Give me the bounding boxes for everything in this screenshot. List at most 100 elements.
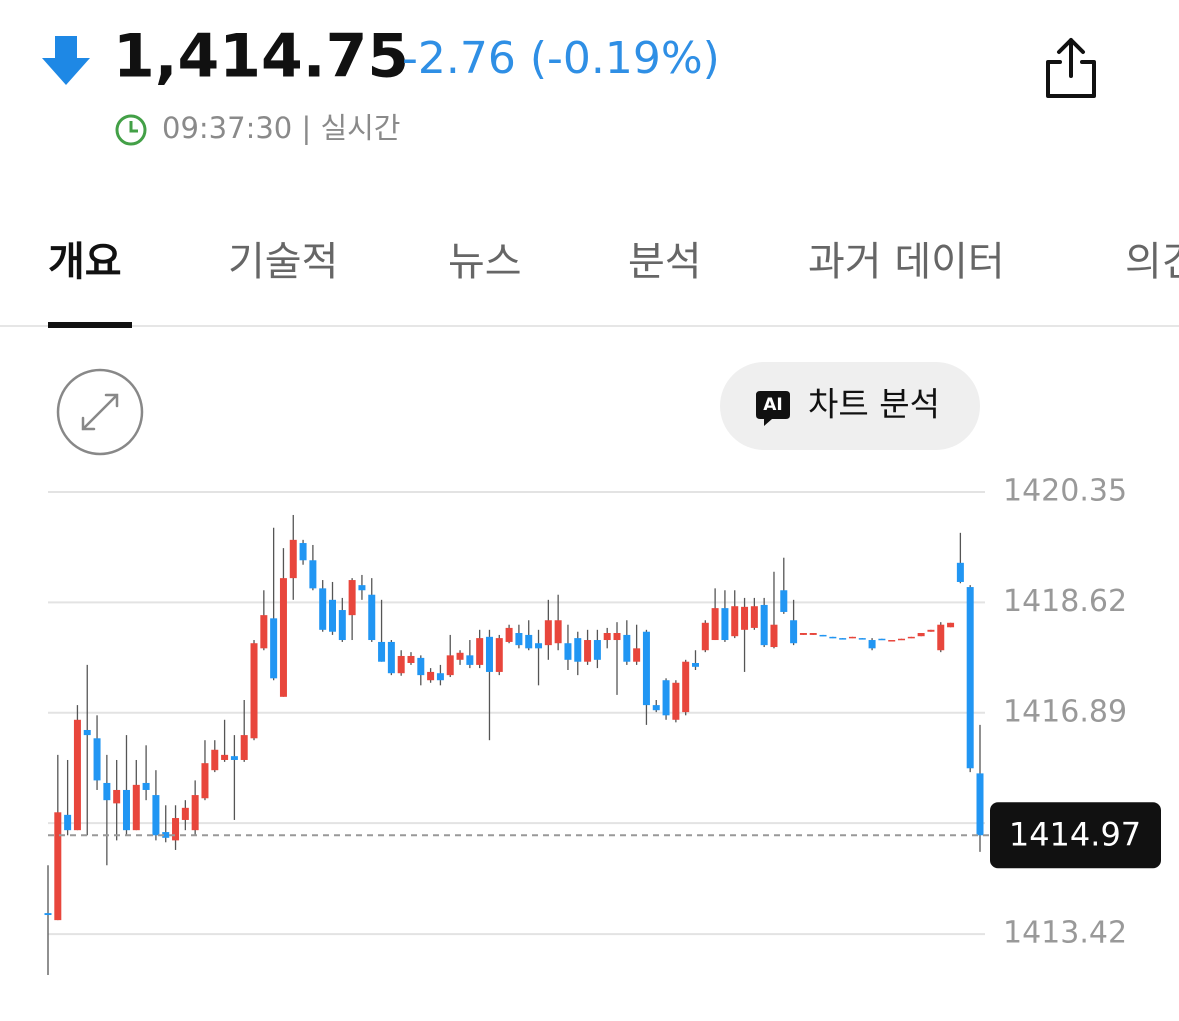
- candle-body: [662, 680, 670, 716]
- candle-body: [701, 622, 709, 651]
- candle-body: [142, 782, 150, 790]
- expand-button[interactable]: [56, 368, 144, 456]
- clock-hands: [129, 121, 138, 133]
- candle-body: [819, 634, 827, 637]
- candle-body: [338, 610, 346, 641]
- candle-body: [584, 640, 592, 662]
- candle-body: [976, 773, 984, 836]
- chart-analysis-button[interactable]: AI 차트 분석: [720, 362, 980, 450]
- candle-body: [299, 543, 307, 561]
- tab[interactable]: 개요: [48, 239, 122, 285]
- candle-body: [721, 608, 729, 641]
- candle-body: [691, 662, 699, 667]
- y-tick-label: 1418.62: [1003, 584, 1127, 619]
- candle-body: [848, 636, 856, 639]
- tabs: 개요 기술적 뉴스 분석 과거 데이터 의견: [0, 239, 1179, 328]
- candle-body: [515, 633, 523, 646]
- share-button[interactable]: [1046, 38, 1096, 98]
- candle-body: [564, 643, 572, 660]
- candle-body: [554, 620, 562, 644]
- price: 1,414.75: [113, 22, 409, 92]
- candle-body: [495, 638, 503, 672]
- candle-body: [839, 638, 847, 640]
- candle-body: [329, 599, 337, 632]
- candle-body: [623, 634, 631, 662]
- candle-body: [485, 636, 493, 672]
- candle-body: [446, 655, 454, 676]
- candle-body: [348, 580, 356, 616]
- candle-body: [152, 795, 160, 836]
- candle-body: [780, 590, 788, 612]
- candle-body: [535, 643, 543, 649]
- candle-body: [574, 638, 582, 662]
- y-tick-label: 1416.89: [1003, 694, 1127, 729]
- candle-body: [407, 655, 415, 663]
- candle-body: [790, 620, 798, 644]
- candle-body: [64, 814, 72, 831]
- candle-body: [956, 562, 964, 582]
- candle-body: [613, 633, 621, 641]
- candle-body: [132, 784, 140, 831]
- candle-body: [93, 738, 101, 781]
- button-bg: [720, 362, 980, 450]
- header: 1,414.75 -2.76 (-0.19%) 09:37:30 | 실시간: [42, 22, 1096, 146]
- candle-body: [191, 795, 199, 831]
- candle-body: [162, 832, 170, 838]
- candle-body: [770, 624, 778, 648]
- candle-body: [279, 578, 287, 697]
- clock-icon: [115, 114, 147, 146]
- down-arrow-icon: [42, 36, 90, 85]
- tab[interactable]: 뉴스: [448, 239, 522, 285]
- tab[interactable]: 과거 데이터: [808, 239, 1005, 285]
- candle-body: [201, 763, 209, 799]
- candle-body: [358, 585, 366, 591]
- candle-body: [809, 633, 817, 635]
- tab[interactable]: 기술적: [228, 239, 338, 285]
- candle-body: [417, 657, 425, 676]
- candle-body: [221, 754, 229, 760]
- tab[interactable]: 의견: [1125, 239, 1179, 285]
- candle-body: [289, 539, 297, 579]
- candle-body: [917, 633, 925, 637]
- candle-body: [250, 643, 258, 739]
- candle-body: [750, 606, 758, 628]
- candle-body: [878, 638, 886, 641]
- candle-body: [868, 640, 876, 649]
- candle-body: [368, 594, 376, 641]
- candle-body: [741, 606, 749, 630]
- candle-body: [799, 633, 807, 635]
- candle-body: [966, 587, 974, 769]
- current-price-box: [990, 802, 1161, 869]
- candle-body: [947, 622, 955, 628]
- candle-body: [593, 640, 601, 660]
- candle-body: [829, 636, 837, 639]
- candle-body: [113, 789, 121, 804]
- candle-body: [211, 749, 219, 771]
- candle-body: [270, 618, 278, 679]
- candle-body: [73, 719, 81, 831]
- tab[interactable]: 분석: [628, 239, 702, 285]
- candle-body: [260, 615, 268, 649]
- y-tick-label: 1420.35: [1003, 474, 1127, 509]
- candle-body: [378, 641, 386, 662]
- candle-body: [319, 588, 327, 630]
- candle-body: [83, 729, 91, 736]
- ai-icon-text: AI: [763, 395, 782, 415]
- ai-icon: [756, 391, 790, 426]
- candle-body: [642, 631, 650, 706]
- candle-body: [181, 807, 189, 820]
- current-price-label: 1414.97: [1009, 815, 1141, 853]
- candle-body: [44, 913, 52, 916]
- candle-body: [103, 782, 111, 801]
- y-tick-label: 1413.42: [1003, 916, 1127, 951]
- candle-body: [682, 661, 690, 713]
- candle-body: [476, 638, 484, 665]
- candle-body: [760, 604, 768, 646]
- candle-body: [172, 818, 180, 841]
- candle-body: [240, 735, 248, 760]
- candle-body: [633, 648, 641, 662]
- candlestick-chart: 1420.351418.621416.891415.161413.421414.…: [44, 474, 1161, 975]
- candle-body: [397, 655, 405, 674]
- candle-body: [927, 629, 935, 632]
